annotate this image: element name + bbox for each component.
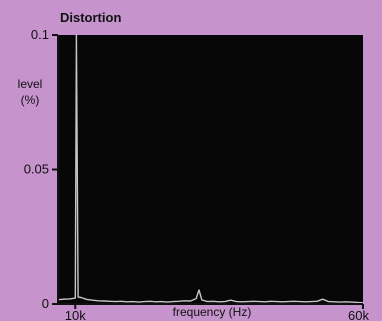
x-tick-label: 60k (348, 308, 369, 321)
series-line (57, 34, 364, 304)
y-ticks: 0.1 0.05 0 (24, 27, 58, 311)
x-ticks: 10k 60k (65, 304, 369, 321)
y-tick-label: 0 (42, 296, 49, 311)
y-axis-label-line2: (%) (21, 93, 40, 107)
y-tick-label: 0.05 (24, 162, 49, 177)
series-group (57, 34, 364, 304)
x-tick-label: 10k (65, 308, 86, 321)
chart-title: Distortion (60, 10, 121, 25)
plot-area (58, 35, 363, 304)
y-axis-label-line1: level (18, 77, 43, 91)
x-axis-label: frequency (Hz) (173, 305, 252, 319)
y-tick-label: 0.1 (31, 27, 49, 42)
